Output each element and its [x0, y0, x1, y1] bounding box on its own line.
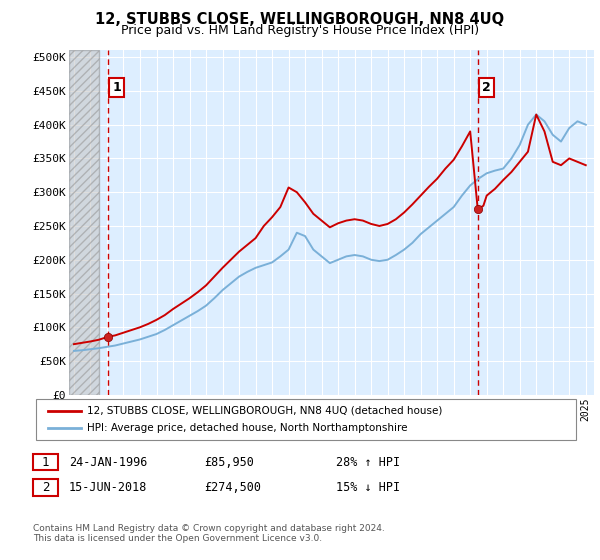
Text: Price paid vs. HM Land Registry's House Price Index (HPI): Price paid vs. HM Land Registry's House … — [121, 24, 479, 37]
Text: £85,950: £85,950 — [204, 455, 254, 469]
Text: £274,500: £274,500 — [204, 480, 261, 494]
Bar — [69, 50, 99, 395]
Text: Contains HM Land Registry data © Crown copyright and database right 2024.
This d: Contains HM Land Registry data © Crown c… — [33, 524, 385, 543]
Text: 12, STUBBS CLOSE, WELLINGBOROUGH, NN8 4UQ (detached house): 12, STUBBS CLOSE, WELLINGBOROUGH, NN8 4U… — [87, 405, 442, 416]
Text: 1: 1 — [42, 455, 49, 469]
Text: 2: 2 — [42, 480, 49, 494]
Text: 15% ↓ HPI: 15% ↓ HPI — [336, 480, 400, 494]
Text: 1: 1 — [112, 81, 121, 94]
Text: 24-JAN-1996: 24-JAN-1996 — [69, 455, 148, 469]
Text: 2: 2 — [482, 81, 491, 94]
Text: HPI: Average price, detached house, North Northamptonshire: HPI: Average price, detached house, Nort… — [87, 423, 407, 433]
Text: 28% ↑ HPI: 28% ↑ HPI — [336, 455, 400, 469]
Text: 12, STUBBS CLOSE, WELLINGBOROUGH, NN8 4UQ: 12, STUBBS CLOSE, WELLINGBOROUGH, NN8 4U… — [95, 12, 505, 27]
Text: 15-JUN-2018: 15-JUN-2018 — [69, 480, 148, 494]
